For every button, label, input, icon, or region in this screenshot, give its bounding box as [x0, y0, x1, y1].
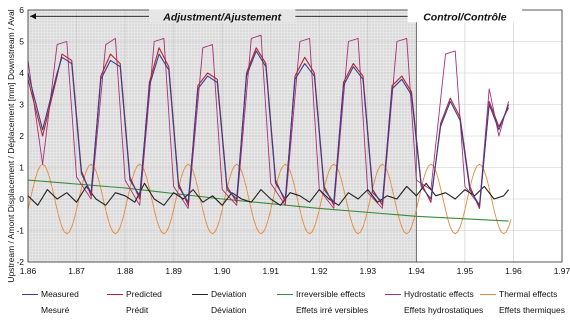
- series-irreversible-effects: [27, 179, 509, 222]
- legend-item: Hydrostatic effects: [385, 289, 474, 299]
- y-axis-label: Upstream / Amont Displacement / Déplacem…: [6, 9, 16, 282]
- x-tick-label: 1.94: [408, 266, 425, 276]
- phase-label-bg-0: [148, 9, 296, 23]
- legend-item: Predicted: [107, 289, 162, 299]
- x-tick-label: 1.95: [457, 266, 474, 276]
- legend-swatch: [480, 294, 496, 296]
- x-tick-label: 1.90: [214, 266, 231, 276]
- legend-label: Deviation: [211, 289, 247, 299]
- phase-arrowhead-left-0: [30, 13, 36, 20]
- legend-swatch: [385, 294, 401, 296]
- y-tick-label: -1: [16, 226, 24, 236]
- phase-label-adjustment: Adjustment/Ajustement: [162, 11, 281, 23]
- x-tick-label: 1.93: [360, 266, 377, 276]
- series-hydrostatic-effects: [27, 34, 510, 209]
- legend-label: Measured: [41, 289, 79, 299]
- x-tick-label: 1.91: [262, 266, 279, 276]
- x-tick-label: 1.89: [165, 266, 182, 276]
- legend-label-fr: Effets irré versibles: [296, 305, 369, 315]
- y-tick-label: -2: [16, 257, 24, 267]
- legend-item: Deviation: [192, 289, 246, 299]
- y-tick-label: 5: [19, 37, 24, 47]
- legend-item: Irreversible effects: [277, 289, 365, 299]
- legend-label-fr: Effets thermiques: [499, 305, 565, 315]
- legend-item: Measured: [22, 289, 79, 299]
- y-tick-label: 1: [19, 163, 24, 173]
- legend-label: Predicted: [126, 289, 162, 299]
- x-tick-label: 1.96: [505, 266, 522, 276]
- legend-label-fr: Effets hydrostatiques: [404, 305, 484, 315]
- series-lines: [27, 34, 512, 235]
- phase-label-bg-1: [407, 9, 523, 23]
- legend-label-fr: Prédit: [126, 305, 149, 315]
- tick-labels: 1.86 1.87 1.88 1.89 1.90 1.91 1.92 1.93 1.94 1.95…: [16, 5, 570, 276]
- legend-label: Irreversible effects: [296, 289, 366, 299]
- legend-swatch: [107, 294, 123, 296]
- legend-swatch: [277, 294, 293, 296]
- phase-label-control: Control/Contrôle: [423, 11, 507, 23]
- y-tick-label: 3: [19, 100, 24, 110]
- series-measured: [27, 50, 510, 206]
- y-tick-label: 2: [19, 131, 24, 141]
- phase-annotations: Adjustment/Ajustement Control/Contrôle: [30, 9, 523, 23]
- x-tick-label: 1.97: [554, 266, 570, 276]
- x-tick-label: 1.86: [20, 266, 37, 276]
- y-tick-label: 4: [19, 68, 24, 78]
- legend-label-fr: Mesuré: [41, 305, 70, 315]
- x-tick-label: 1.87: [68, 266, 85, 276]
- series-thermal-effects: [27, 163, 512, 235]
- x-tick-label: 1.92: [311, 266, 328, 276]
- legend-item: Thermal effects: [480, 289, 557, 299]
- y-tick-label: 0: [19, 194, 24, 204]
- legend-label-fr: Déviation: [211, 305, 247, 315]
- legend-swatch: [192, 294, 208, 296]
- y-tick-label: 6: [19, 5, 24, 15]
- legend: Measured Mesuré Predicted Prédit Deviation Dé…: [22, 289, 565, 319]
- legend-swatch: [22, 294, 38, 296]
- x-tick-label: 1.88: [117, 266, 134, 276]
- legend-label: Hydrostatic effects: [404, 289, 474, 299]
- legend-label: Thermal effects: [499, 289, 558, 299]
